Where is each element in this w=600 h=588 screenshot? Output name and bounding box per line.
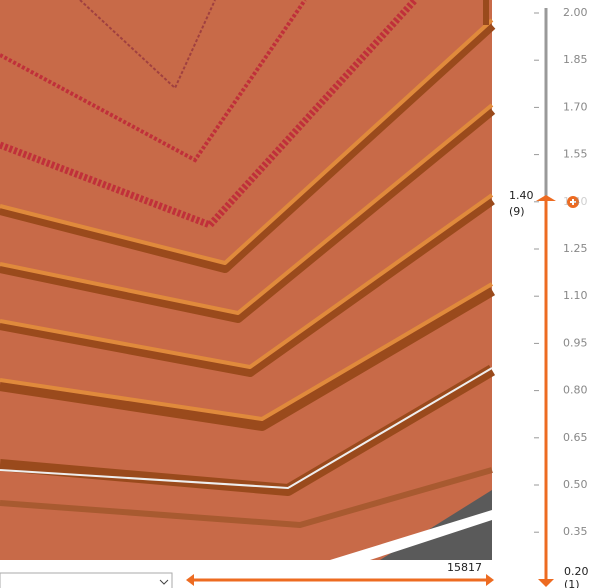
tick-label: 0.50 <box>563 478 588 491</box>
move-right-thumb[interactable] <box>486 574 494 586</box>
tick-label: 0.65 <box>563 431 588 444</box>
bottom-value: 0.20 <box>564 565 589 578</box>
tick-label: 1.85 <box>563 53 588 66</box>
tick-label: 0.35 <box>563 525 588 538</box>
current-layer: (9) <box>509 205 525 218</box>
tick-label: 1.70 <box>563 100 588 113</box>
perimeters <box>0 0 496 528</box>
current-value: 1.40 <box>509 189 534 202</box>
bottom-bar: 15817 <box>0 561 494 588</box>
tick-label: 1.55 <box>563 148 588 161</box>
tick-label: 2.00 <box>563 6 588 19</box>
tick-label: 1.10 <box>563 289 588 302</box>
view-dropdown[interactable] <box>0 572 173 588</box>
upper-thumb[interactable] <box>536 195 556 201</box>
tick-label: 0.95 <box>563 336 588 349</box>
lower-thumb[interactable] <box>538 579 554 587</box>
3d-view[interactable] <box>0 0 496 560</box>
dropdown-arrow <box>159 579 169 585</box>
seams <box>0 0 418 230</box>
tick-label: 1.40 <box>563 195 588 208</box>
bottom-layer: (1) <box>564 578 580 588</box>
bed-edge <box>330 510 492 560</box>
tick-label: 1.25 <box>563 242 588 255</box>
tick-label: 0.80 <box>563 384 588 397</box>
move-value: 15817 <box>447 561 482 574</box>
layer-slider[interactable]: 1.40 (9) 0.20 (1) 2.00 1.85 1.70 1.55 1.40 1.… <box>509 6 589 588</box>
move-left-thumb[interactable] <box>186 574 194 586</box>
cog-icon <box>570 199 576 205</box>
